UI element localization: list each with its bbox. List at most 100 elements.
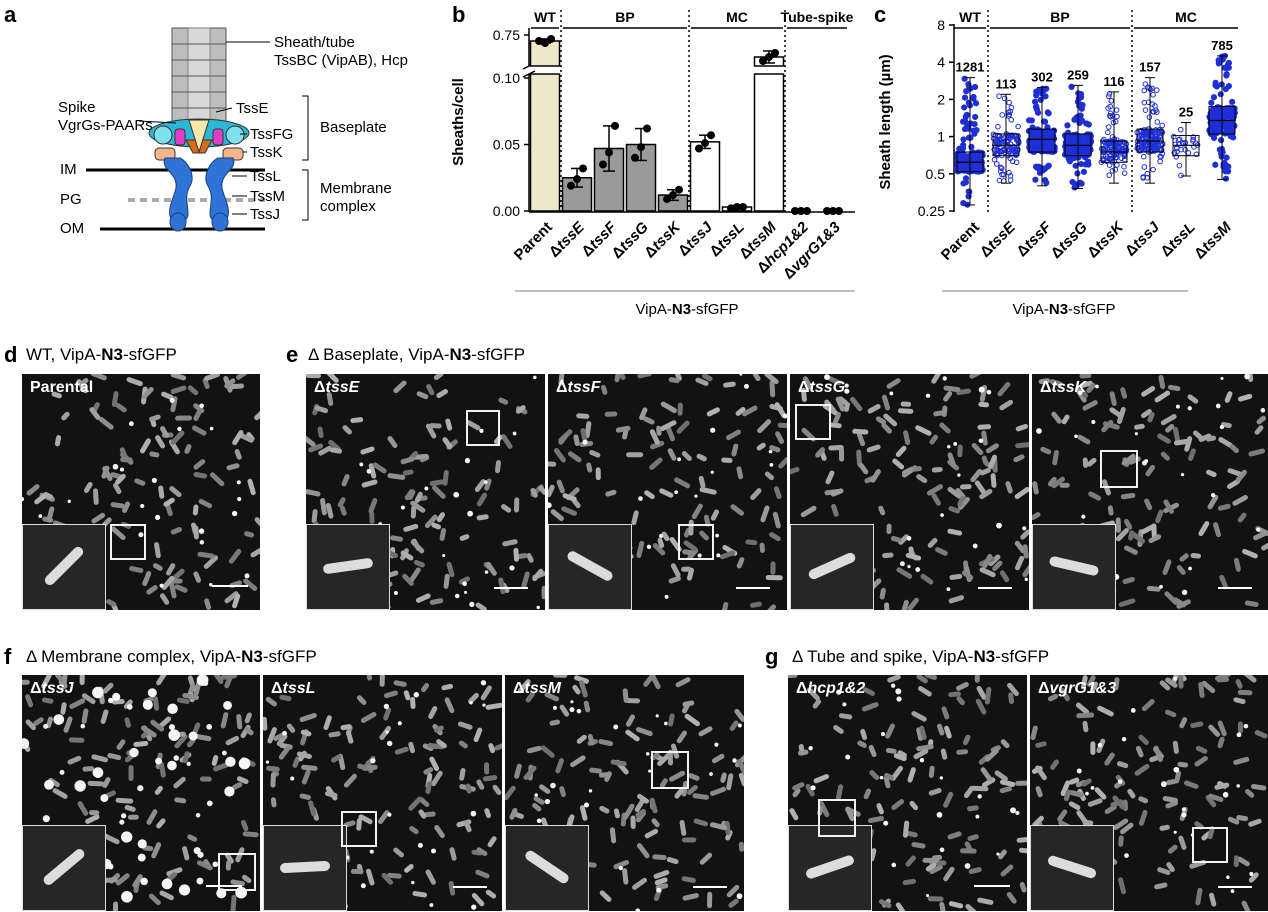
cell bbox=[1164, 591, 1179, 605]
cell bbox=[278, 745, 291, 760]
cell bbox=[1013, 454, 1025, 463]
cell bbox=[306, 434, 316, 447]
cell bbox=[476, 847, 488, 857]
cell bbox=[898, 534, 909, 545]
cell bbox=[1159, 824, 1170, 831]
cell bbox=[572, 684, 581, 695]
cell bbox=[1113, 677, 1120, 691]
cell bbox=[425, 869, 436, 885]
data-point bbox=[1190, 134, 1197, 140]
cell bbox=[765, 604, 777, 610]
cell bbox=[276, 733, 288, 747]
cell bbox=[431, 770, 443, 787]
data-point bbox=[1069, 178, 1076, 186]
cell bbox=[1146, 585, 1161, 592]
bright-spot bbox=[198, 528, 205, 534]
data-point bbox=[1140, 175, 1146, 181]
cell bbox=[166, 867, 183, 877]
data-point bbox=[1033, 103, 1040, 110]
cell bbox=[553, 675, 568, 678]
cell bbox=[1068, 801, 1081, 811]
cell bbox=[630, 815, 636, 830]
bright-spot bbox=[195, 812, 201, 818]
cell bbox=[1127, 788, 1136, 799]
data-point bbox=[1185, 150, 1192, 156]
cell bbox=[1162, 559, 1172, 576]
cell bbox=[866, 444, 881, 453]
cell bbox=[907, 831, 918, 838]
bright-spot bbox=[1097, 742, 1103, 748]
cell bbox=[193, 403, 205, 414]
cell bbox=[1157, 867, 1171, 876]
bright-spot bbox=[1076, 768, 1082, 774]
cell bbox=[676, 420, 690, 434]
cell bbox=[773, 486, 782, 500]
cell bbox=[838, 713, 853, 720]
cell bbox=[509, 807, 518, 820]
bright-spot bbox=[664, 594, 669, 599]
cell bbox=[1128, 530, 1135, 541]
bright-spot bbox=[879, 775, 884, 780]
cell bbox=[649, 797, 658, 814]
cell bbox=[757, 419, 772, 434]
cell bbox=[368, 497, 378, 514]
bright-spot bbox=[548, 502, 552, 509]
cell bbox=[856, 432, 866, 447]
cell bbox=[525, 691, 535, 703]
cell bbox=[429, 479, 445, 487]
cell bbox=[1032, 512, 1041, 521]
cell bbox=[913, 748, 929, 760]
bright-spot bbox=[1085, 791, 1089, 796]
bright-spot bbox=[1124, 853, 1129, 858]
cell bbox=[738, 772, 744, 787]
x-axis-label: VipA-N3-sfGFP bbox=[1012, 301, 1115, 318]
micrograph-inset bbox=[22, 524, 106, 610]
data-point bbox=[1040, 118, 1047, 125]
bright-spot bbox=[177, 426, 182, 432]
cell bbox=[1242, 548, 1258, 559]
cell bbox=[639, 407, 648, 421]
box bbox=[1028, 128, 1056, 153]
cell bbox=[425, 781, 432, 794]
data-point bbox=[1176, 136, 1183, 143]
om-label: OM bbox=[60, 220, 85, 237]
cell bbox=[91, 754, 109, 763]
inset-cell bbox=[280, 860, 330, 874]
cell bbox=[458, 576, 470, 585]
cell bbox=[485, 702, 502, 710]
cell bbox=[484, 762, 490, 775]
cell bbox=[1016, 837, 1027, 843]
cell bbox=[573, 434, 580, 446]
cell bbox=[858, 463, 869, 475]
data-point bbox=[803, 207, 811, 215]
bright-spot bbox=[290, 776, 295, 781]
cell bbox=[402, 469, 414, 476]
cell bbox=[81, 693, 96, 705]
cell bbox=[884, 772, 895, 781]
cell bbox=[730, 504, 745, 516]
cell bbox=[614, 374, 621, 383]
cell bbox=[1015, 423, 1029, 432]
cell bbox=[970, 785, 989, 792]
cell bbox=[1160, 451, 1170, 461]
cell bbox=[112, 901, 119, 911]
data-point bbox=[997, 164, 1004, 171]
cell bbox=[325, 502, 334, 519]
cell bbox=[76, 379, 88, 394]
cell bbox=[790, 466, 800, 477]
cell bbox=[25, 694, 34, 708]
bright-spot bbox=[59, 769, 65, 775]
panel-f-title: Δ Membrane complex, VipA-N3-sfGFP bbox=[26, 647, 317, 666]
cell bbox=[948, 506, 961, 514]
cell bbox=[738, 841, 744, 852]
cell bbox=[1224, 391, 1233, 403]
cell bbox=[1194, 755, 1208, 767]
bright-spot bbox=[570, 700, 574, 704]
cell bbox=[943, 391, 953, 402]
cell bbox=[87, 780, 105, 787]
cell bbox=[896, 567, 913, 579]
cell bbox=[254, 408, 260, 421]
bright-spot bbox=[808, 746, 813, 751]
cell bbox=[102, 777, 111, 788]
data-point bbox=[993, 161, 1000, 167]
